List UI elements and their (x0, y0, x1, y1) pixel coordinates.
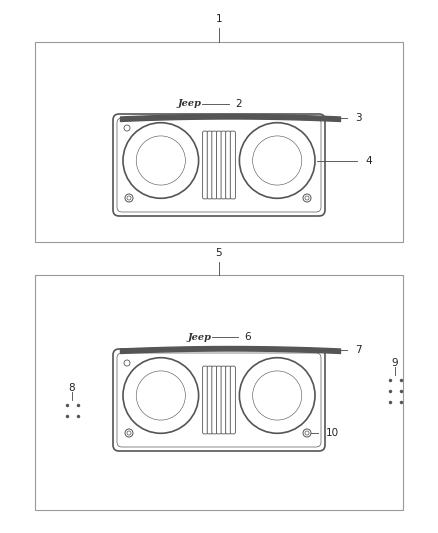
FancyBboxPatch shape (226, 131, 231, 199)
FancyBboxPatch shape (221, 366, 226, 434)
FancyBboxPatch shape (221, 131, 226, 199)
FancyBboxPatch shape (207, 366, 212, 434)
Circle shape (240, 358, 315, 433)
Bar (35, 42, 403, 242)
Text: 2: 2 (235, 99, 242, 109)
Circle shape (240, 123, 315, 198)
Circle shape (303, 194, 311, 202)
FancyBboxPatch shape (230, 131, 235, 199)
Text: 6: 6 (244, 332, 251, 342)
FancyBboxPatch shape (212, 366, 217, 434)
Text: 8: 8 (69, 383, 75, 393)
FancyBboxPatch shape (203, 366, 208, 434)
FancyBboxPatch shape (230, 366, 235, 434)
FancyBboxPatch shape (113, 114, 325, 216)
Text: 3: 3 (355, 113, 362, 123)
Circle shape (125, 194, 133, 202)
FancyBboxPatch shape (216, 131, 222, 199)
Circle shape (303, 429, 311, 437)
FancyBboxPatch shape (203, 131, 208, 199)
Circle shape (123, 123, 198, 198)
Text: Jeep: Jeep (178, 100, 202, 109)
FancyBboxPatch shape (226, 366, 231, 434)
FancyBboxPatch shape (207, 131, 212, 199)
Bar (35, 275, 403, 510)
Text: 1: 1 (215, 14, 223, 24)
FancyBboxPatch shape (212, 131, 217, 199)
Circle shape (123, 358, 198, 433)
FancyBboxPatch shape (216, 366, 222, 434)
Text: 7: 7 (355, 345, 362, 355)
Text: 5: 5 (215, 248, 223, 258)
Text: 9: 9 (392, 358, 398, 368)
FancyBboxPatch shape (113, 349, 325, 451)
Text: 10: 10 (326, 428, 339, 438)
Text: 4: 4 (365, 156, 371, 166)
Circle shape (125, 429, 133, 437)
Text: Jeep: Jeep (188, 333, 212, 342)
